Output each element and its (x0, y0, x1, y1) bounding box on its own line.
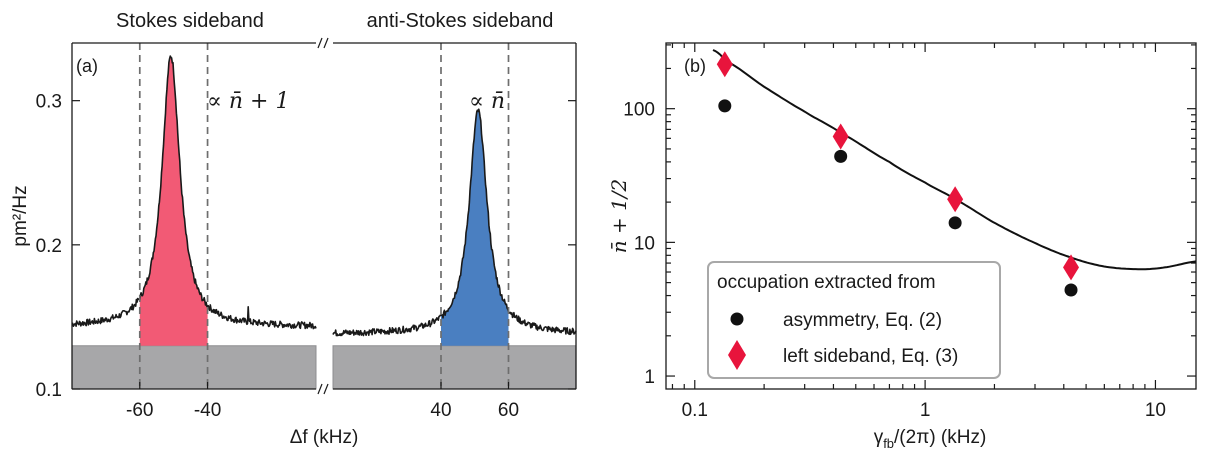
x-tick-label: 0.1 (682, 400, 708, 421)
legend-title: occupation extracted from (717, 272, 936, 293)
y-tick-label: 0.2 (36, 236, 62, 257)
x-tick-label: -40 (194, 400, 221, 421)
x-tick-label: 10 (1145, 400, 1166, 421)
asymmetry-data-point (948, 216, 962, 230)
anti-stokes-proportional-label: ∝ n̄ (469, 89, 505, 114)
x-label-rest: /(2π) (kHz) (894, 427, 986, 448)
stokes-proportional-label: ∝ n̄ + 1 (207, 89, 289, 114)
x-tick-label: 1 (920, 400, 931, 421)
left-sideband-data-point (832, 123, 849, 150)
panel-a-y-ticks: 0.1 0.2 0.3 (36, 92, 576, 401)
y-tick-label: 0.1 (36, 380, 62, 401)
spectra-traces (71, 55, 577, 337)
left-sideband-data-point (947, 186, 964, 213)
data-points (716, 51, 1080, 297)
asymmetry-data-point (718, 99, 732, 113)
panel-a-label: (a) (76, 56, 98, 76)
spectrum-trace (332, 108, 577, 337)
panel-a-x-axis-label: Δf (kHz) (290, 427, 359, 448)
x-label-gamma: γ (874, 427, 884, 448)
y-tick-label: 1 (644, 367, 655, 388)
y-tick-label: 100 (623, 100, 655, 121)
panel-b-y-ticks: 1 10 100 (623, 44, 1196, 388)
legend-label-asymmetry: asymmetry, Eq. (2) (783, 310, 942, 331)
left-sideband-data-point (1063, 254, 1080, 281)
panel-a: 0.1 0.2 0.3 -60 -40 40 60 (a) Stokes sideband… (10, 10, 577, 448)
panel-a-x-ticks: -60 -40 40 60 (126, 382, 519, 421)
legend-marker-asymmetry (730, 312, 744, 326)
panel-b-y-axis-label: n̄ + 1/2 (607, 179, 631, 254)
x-label-subscript: fb (883, 436, 894, 451)
noise-floor-block (71, 345, 317, 390)
left-sideband-data-point (716, 51, 733, 78)
panel-a-y-axis-label: pm²/Hz (10, 185, 31, 246)
legend: occupation extracted from asymmetry, Eq.… (707, 261, 1001, 379)
break-mark-top-2 (323, 37, 329, 49)
anti-stokes-header: anti-Stokes sideband (367, 10, 554, 32)
theory-curve-line (712, 49, 1197, 271)
asymmetry-data-point (1064, 283, 1078, 297)
sideband-fill-area (441, 109, 509, 346)
break-mark-top-1 (317, 37, 323, 49)
x-tick-label: -60 (126, 400, 153, 421)
theory-curve (712, 49, 1197, 271)
axis-break-marks (317, 37, 329, 395)
integration-limits (138, 43, 510, 389)
asymmetry-data-point (834, 149, 848, 163)
legend-box (707, 261, 1001, 379)
noise-floor (71, 345, 577, 390)
x-tick-label: 40 (430, 400, 451, 421)
panel-b-x-axis-label: γfb/(2π) (kHz) (874, 427, 987, 451)
sideband-fill-area (139, 56, 208, 346)
panel-b-x-ticks: 0.1 1 10 (671, 43, 1166, 421)
noise-floor-block (332, 345, 577, 390)
panel-b-label: (b) (684, 56, 706, 76)
y-tick-label: 10 (634, 233, 655, 254)
stokes-header: Stokes sideband (116, 10, 264, 32)
y-tick-label: 0.3 (36, 92, 62, 113)
legend-marker-left-sideband (728, 340, 746, 370)
sideband-fills (139, 56, 509, 346)
break-mark-bottom-1 (317, 383, 323, 395)
spectrum-trace (71, 55, 317, 330)
x-tick-label: 60 (498, 400, 519, 421)
legend-label-left-sideband: left sideband, Eq. (3) (783, 346, 958, 367)
panel-b-frame (665, 42, 1197, 390)
break-mark-bottom-2 (323, 383, 329, 395)
panel-b: 1 10 100 0.1 1 10 (b) occupation extracted f… (607, 42, 1197, 451)
